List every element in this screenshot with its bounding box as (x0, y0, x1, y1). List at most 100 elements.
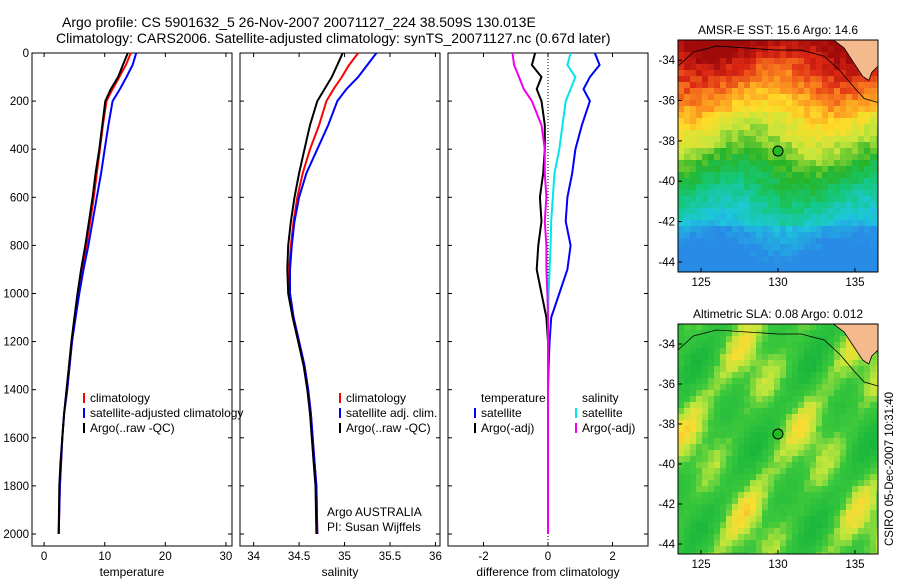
map-cell (792, 534, 798, 540)
map-cell (690, 40, 696, 46)
map-cell (822, 184, 828, 190)
map-cell (792, 414, 798, 420)
map-cell (786, 64, 792, 70)
map-cell (678, 372, 684, 378)
map-cell (858, 414, 864, 420)
map-cell (696, 202, 702, 208)
map-cell (786, 46, 792, 52)
map-cell (804, 354, 810, 360)
map-cell (876, 474, 878, 480)
map-cell (756, 148, 762, 154)
map-cell (768, 492, 774, 498)
map-cell (708, 82, 714, 88)
map-cell (846, 130, 852, 136)
map-cell (816, 154, 822, 160)
map-cell (822, 402, 828, 408)
map-cell (750, 214, 756, 220)
map-cell (786, 372, 792, 378)
map-cell (834, 148, 840, 154)
map-cell (702, 148, 708, 154)
map-cell (798, 534, 804, 540)
map-cell (834, 232, 840, 238)
map-cell (876, 76, 878, 82)
map-cell (762, 70, 768, 76)
map-cell (714, 52, 720, 58)
map-cell (696, 444, 702, 450)
map-cell (876, 360, 878, 366)
map-cell (780, 160, 786, 166)
map-cell (726, 336, 732, 342)
map-cell (798, 504, 804, 510)
map-cell (774, 226, 780, 232)
map-cell (690, 390, 696, 396)
map-cell (810, 408, 816, 414)
map-cell (846, 184, 852, 190)
map-cell (804, 262, 810, 268)
legend-entry: Argo(..raw -QC) (346, 421, 431, 435)
map-cell (828, 540, 834, 546)
map-cell (804, 480, 810, 486)
map-cell (864, 420, 870, 426)
map-cell (804, 540, 810, 546)
map-cell (816, 46, 822, 52)
map-cell (690, 232, 696, 238)
map-cell (816, 70, 822, 76)
map-cell (696, 262, 702, 268)
map-cell (762, 546, 768, 552)
map-cell (822, 420, 828, 426)
map-cell (780, 384, 786, 390)
map-cell (726, 522, 732, 528)
map-cell (720, 378, 726, 384)
map-cell (780, 480, 786, 486)
map-cell (690, 262, 696, 268)
x-tick-label: -2 (478, 551, 488, 563)
map-cell (720, 354, 726, 360)
map-cell (744, 88, 750, 94)
map-cell (738, 112, 744, 118)
map-cell (846, 196, 852, 202)
map-cell (780, 528, 786, 534)
map-cell (696, 486, 702, 492)
map-cell (684, 468, 690, 474)
map-cell (786, 384, 792, 390)
map-cell (864, 396, 870, 402)
map-cell (756, 250, 762, 256)
map-cell (792, 100, 798, 106)
map-cell (756, 384, 762, 390)
map-cell (714, 522, 720, 528)
map-cell (726, 342, 732, 348)
map-cell (828, 118, 834, 124)
map-cell (738, 360, 744, 366)
map-cell (846, 498, 852, 504)
map-cell (702, 426, 708, 432)
map-cell (708, 184, 714, 190)
map-cell (876, 546, 878, 552)
map-cell (774, 94, 780, 100)
map-cell (822, 462, 828, 468)
map-cell (756, 256, 762, 262)
map-cell (774, 244, 780, 250)
map-cell (720, 420, 726, 426)
map-cell (756, 516, 762, 522)
map-cell (870, 462, 876, 468)
map-cell (732, 474, 738, 480)
map-cell (738, 94, 744, 100)
map-cell (846, 256, 852, 262)
map-cell (828, 202, 834, 208)
map-cell (744, 172, 750, 178)
map-cell (708, 510, 714, 516)
map-cell (864, 118, 870, 124)
map-cell (846, 88, 852, 94)
map-cell (870, 190, 876, 196)
map-cell (732, 348, 738, 354)
map-cell (744, 76, 750, 82)
y-tick-label: -42 (658, 499, 675, 511)
map-cell (696, 396, 702, 402)
map-cell (840, 420, 846, 426)
map-cell (708, 462, 714, 468)
map-cell (840, 52, 846, 58)
map-cell (702, 384, 708, 390)
map-cell (804, 118, 810, 124)
map-cell (678, 510, 684, 516)
map-cell (714, 474, 720, 480)
